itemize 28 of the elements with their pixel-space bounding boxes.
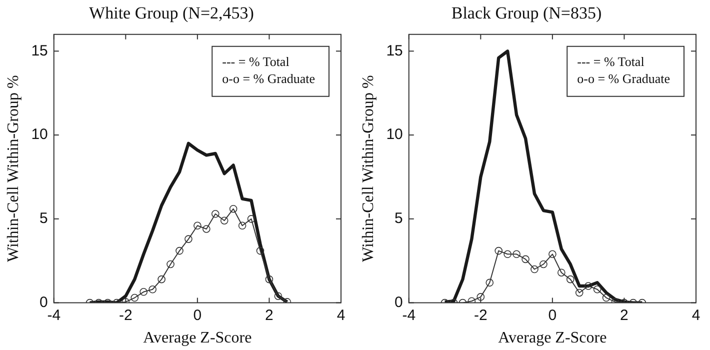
chart-title: Black Group (N=835) bbox=[451, 4, 602, 23]
y-tick-label: 15 bbox=[31, 42, 48, 60]
x-axis-title: Average Z-Score bbox=[143, 330, 252, 347]
y-tick-label: 15 bbox=[386, 42, 403, 60]
y-tick-label: 0 bbox=[40, 294, 48, 311]
x-tick-label: 2 bbox=[620, 306, 628, 324]
x-tick-label: 4 bbox=[692, 306, 700, 324]
annotation: --- = % Total bbox=[577, 54, 645, 69]
x-tick-label: 2 bbox=[265, 306, 274, 324]
annotation: o-o = % Graduate bbox=[222, 70, 316, 86]
annotation: o-o = % Graduate bbox=[577, 70, 670, 86]
x-tick-label: -4 bbox=[47, 306, 61, 324]
y-tick-label: 10 bbox=[31, 126, 48, 144]
x-tick-label: -2 bbox=[474, 306, 488, 324]
y-tick-label: 5 bbox=[394, 210, 403, 228]
x-tick-label: 0 bbox=[193, 306, 202, 324]
x-tick-label: 0 bbox=[548, 306, 557, 324]
y-axis-title: Within-Cell Within-Group % bbox=[4, 75, 22, 262]
x-tick-label: -2 bbox=[118, 306, 132, 324]
annotation: --- = % Total bbox=[222, 54, 290, 69]
y-axis-title: Within-Cell Within-Group % bbox=[360, 75, 377, 262]
y-tick-label: 10 bbox=[386, 126, 403, 144]
x-tick-label: -4 bbox=[402, 306, 416, 324]
x-axis-title: Average Z-Score bbox=[498, 330, 607, 347]
chart-title: White Group (N=2,453) bbox=[89, 4, 254, 23]
x-tick-label: 4 bbox=[336, 306, 346, 324]
y-tick-label: 0 bbox=[394, 294, 403, 311]
y-tick-label: 5 bbox=[40, 210, 48, 228]
